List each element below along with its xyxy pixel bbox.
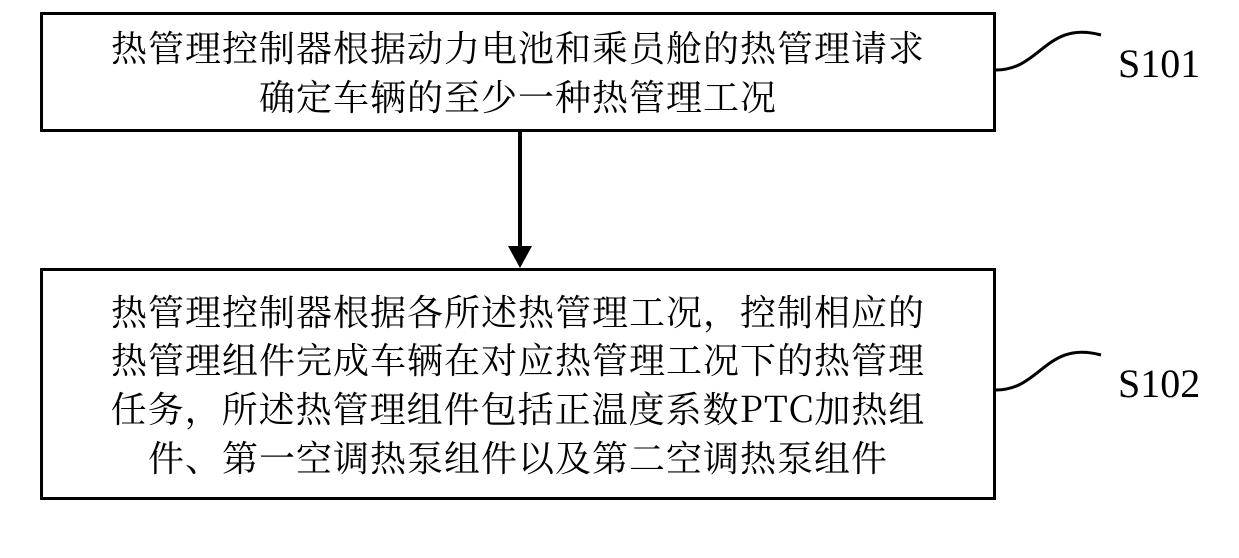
label-s101: S101 <box>1118 40 1200 87</box>
node-s102-text: 热管理控制器根据各所述热管理工况，控制相应的 热管理组件完成车辆在对应热管理工况… <box>111 287 926 481</box>
edge-s101-s102-line <box>518 132 522 246</box>
edge-s101-s102-head <box>508 246 532 268</box>
connector-s102 <box>996 345 1126 415</box>
node-s101: 热管理控制器根据动力电池和乘员舱的热管理请求 确定车辆的至少一种热管理工况 <box>40 12 996 132</box>
label-s102: S102 <box>1118 360 1200 407</box>
flowchart-canvas: 热管理控制器根据动力电池和乘员舱的热管理请求 确定车辆的至少一种热管理工况 热管… <box>0 0 1239 558</box>
node-s101-text: 热管理控制器根据动力电池和乘员舱的热管理请求 确定车辆的至少一种热管理工况 <box>111 23 925 120</box>
node-s102: 热管理控制器根据各所述热管理工况，控制相应的 热管理组件完成车辆在对应热管理工况… <box>40 268 996 500</box>
connector-s101 <box>996 25 1126 95</box>
